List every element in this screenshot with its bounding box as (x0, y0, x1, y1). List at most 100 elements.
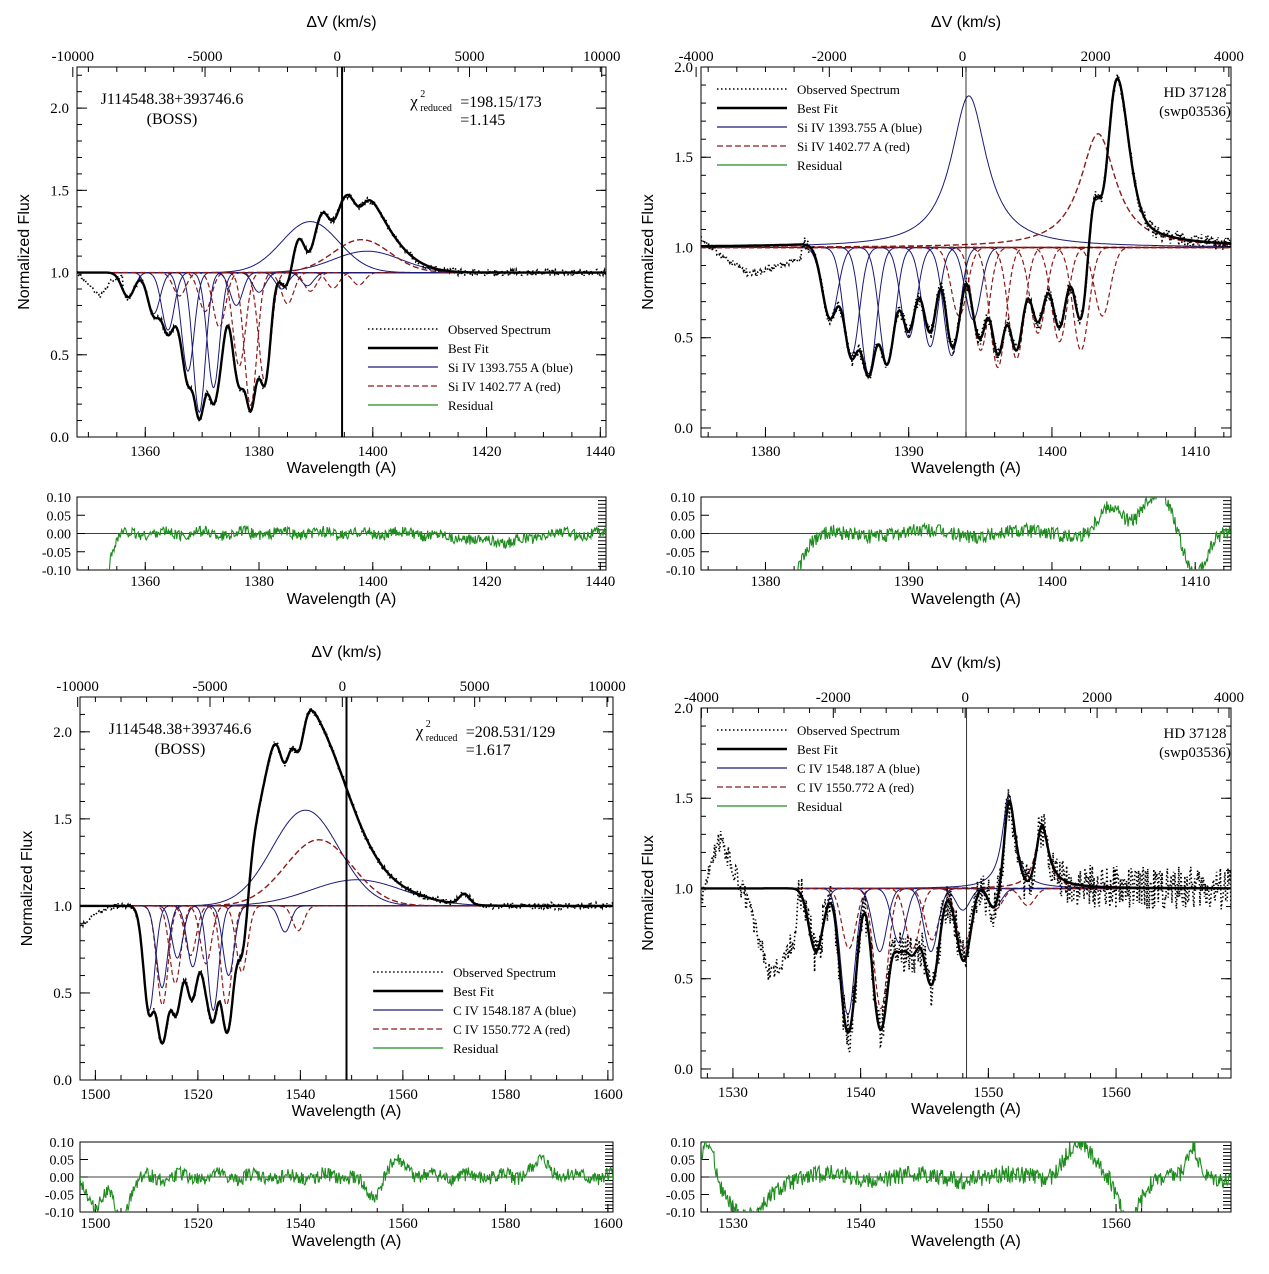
legend-label: Observed Spectrum (797, 82, 900, 97)
top-tick-label: -4000 (679, 49, 714, 65)
panel-p4: 1530 1540 1550 1560 Wavelength (A) 0.0 0.5 1.0 1… (640, 655, 1244, 1118)
residual-y-tick-label: 0.05 (50, 1154, 75, 1169)
chi2-text: =208.531/129 (466, 724, 555, 741)
x-axis-label: Wavelength (A) (911, 460, 1021, 477)
source-label: (BOSS) (155, 741, 206, 758)
x-axis-label: Wavelength (A) (911, 1101, 1021, 1118)
residual-x-tick-label: 1360 (130, 574, 160, 590)
residual-x-tick-label: 1600 (593, 1216, 623, 1232)
top-tick-label: 10000 (588, 679, 626, 695)
residual-y-tick-label: 0.10 (671, 491, 696, 506)
y-tick-label: 1.5 (53, 812, 72, 828)
legend-label: C IV 1548.187 A (blue) (453, 1003, 576, 1018)
source-label: (swp03536) (1159, 745, 1231, 761)
residual-y-tick-label: 0.00 (50, 1171, 75, 1186)
residual-x-tick-label: 1390 (894, 574, 924, 590)
residual-y-tick-label: 0.05 (671, 1154, 696, 1169)
legend-label: C IV 1550.772 A (red) (797, 780, 914, 795)
top-tick-label: 5000 (454, 49, 484, 65)
y-tick-label: 1.5 (50, 183, 69, 199)
red-absorption-component (701, 887, 1231, 1010)
residual-curve (794, 497, 1231, 570)
legend-label: Residual (797, 158, 843, 173)
chi2-subscript: reduced (426, 733, 458, 744)
residual-x-tick-label: 1380 (244, 574, 274, 590)
residual-x-tick-label: 1560 (388, 1216, 418, 1232)
legend-label: Observed Spectrum (453, 965, 556, 980)
x-tick-label: 1400 (358, 444, 388, 460)
top-tick-label: 4000 (1214, 49, 1244, 65)
residual-y-tick-label: 0.05 (671, 509, 696, 524)
residual-y-tick-label: -0.10 (666, 564, 695, 579)
y-tick-label: 1.5 (674, 150, 693, 166)
y-axis-label: Normalized Flux (640, 194, 657, 310)
top-axis-label: ΔV (km/s) (306, 14, 376, 31)
panel-p2: 1380 1390 1400 1410 Wavelength (A) 0.0 0.5 1.0 1… (640, 14, 1244, 477)
y-axis-label: Normalized Flux (640, 835, 657, 951)
residual-y-tick-label: -0.10 (42, 564, 71, 579)
residual-x-tick-label: 1550 (973, 1216, 1003, 1232)
top-axis-label: ΔV (km/s) (931, 655, 1001, 672)
red-absorption-component (701, 887, 1231, 950)
residual-y-tick-label: -0.05 (666, 1189, 695, 1204)
residual-y-tick-label: 0.00 (671, 528, 696, 543)
chi2-symbol: χ (415, 722, 424, 741)
residual-x-tick-label: 1420 (472, 574, 502, 590)
x-tick-label: 1530 (718, 1085, 748, 1101)
y-tick-label: 0.5 (50, 348, 69, 364)
residual-x-tick-label: 1410 (1180, 574, 1210, 590)
x-tick-label: 1410 (1180, 444, 1210, 460)
x-tick-label: 1550 (973, 1085, 1003, 1101)
top-tick-label: 5000 (460, 679, 490, 695)
x-axis-label: Wavelength (A) (287, 460, 397, 477)
residual-y-tick-label: 0.10 (50, 1136, 75, 1151)
y-tick-label: 1.0 (674, 240, 693, 256)
residual-x-tick-label: 1400 (1037, 574, 1067, 590)
y-tick-label: 2.0 (53, 725, 72, 741)
residual-x-axis-label: Wavelength (A) (292, 1233, 402, 1250)
top-axis-label: ΔV (km/s) (311, 644, 381, 661)
legend-label: Observed Spectrum (448, 322, 551, 337)
residual-x-tick-label: 1440 (585, 574, 615, 590)
top-tick-label: 2000 (1082, 690, 1112, 706)
chi2-symbol: χ (409, 92, 418, 111)
y-tick-label: 0.0 (674, 1062, 693, 1078)
red-emission-component (701, 826, 1231, 890)
y-tick-label: 0.0 (50, 430, 69, 446)
y-axis-label: Normalized Flux (16, 194, 33, 310)
x-tick-label: 1500 (80, 1087, 110, 1103)
chi2-superscript: 2 (426, 719, 431, 730)
top-tick-label: -2000 (816, 690, 851, 706)
residual-panel-p3: 0.10 0.05 0.00 -0.05 -0.10 1500 1520 1540 1560 15… (45, 1136, 623, 1250)
residual-x-tick-label: 1500 (80, 1216, 110, 1232)
residual-x-tick-label: 1540 (285, 1216, 315, 1232)
legend-label: Observed Spectrum (797, 723, 900, 738)
object-label: HD 37128 (1164, 726, 1227, 742)
residual-x-tick-label: 1380 (750, 574, 780, 590)
legend-label: Best Fit (453, 984, 494, 999)
x-tick-label: 1540 (846, 1085, 876, 1101)
x-tick-label: 1360 (130, 444, 160, 460)
residual-x-tick-label: 1580 (490, 1216, 520, 1232)
residual-y-tick-label: 0.10 (671, 1136, 696, 1151)
x-tick-label: 1400 (1037, 444, 1067, 460)
top-tick-label: 0 (959, 49, 967, 65)
y-tick-label: 1.0 (50, 266, 69, 282)
legend: Observed Spectrum Best Fit C IV 1548.187 A… (373, 965, 576, 1056)
best-fit-curve (701, 799, 1231, 1035)
x-tick-label: 1560 (1101, 1085, 1131, 1101)
top-tick-label: -4000 (684, 690, 719, 706)
top-tick-label: 0 (334, 49, 342, 65)
legend-label: Residual (797, 799, 843, 814)
legend-label: Si IV 1402.77 A (red) (448, 379, 561, 394)
y-axis-label: Normalized Flux (19, 831, 36, 947)
top-tick-label: -5000 (188, 49, 223, 65)
residual-curve (77, 524, 606, 570)
chi2-subscript: reduced (420, 103, 452, 114)
y-tick-label: 0.0 (53, 1073, 72, 1089)
legend-label: Best Fit (448, 341, 489, 356)
red-absorption-component (701, 887, 1231, 950)
x-tick-label: 1540 (285, 1087, 315, 1103)
